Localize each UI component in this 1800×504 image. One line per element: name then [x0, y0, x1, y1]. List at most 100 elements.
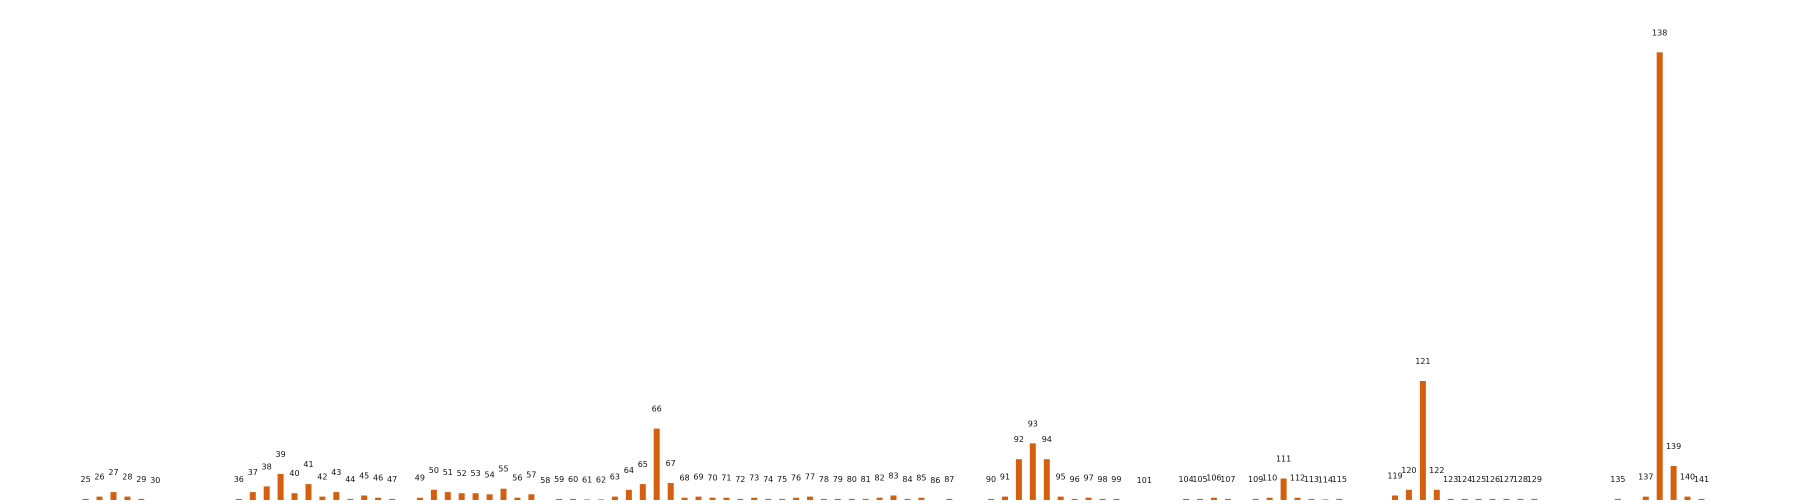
- bar-127: [1503, 498, 1510, 500]
- bar-label-129: 129: [1527, 475, 1542, 484]
- bar-label-138: 138: [1652, 28, 1667, 37]
- bar-119: [1392, 495, 1398, 500]
- bar-label-73: 73: [749, 474, 759, 483]
- bar-label-50: 50: [429, 466, 439, 475]
- bar-label-137: 137: [1638, 473, 1653, 482]
- bar-66: [653, 428, 660, 500]
- bar-54: [486, 494, 493, 500]
- bar-43: [333, 492, 340, 500]
- bar-label-77: 77: [805, 473, 815, 482]
- bar-75: [779, 498, 786, 500]
- bar-80: [848, 498, 855, 500]
- bar-85: [918, 497, 925, 500]
- bar-label-127: 127: [1499, 475, 1514, 484]
- bar-label-99: 99: [1111, 475, 1121, 484]
- bar-46: [375, 497, 382, 500]
- bar-110: [1266, 497, 1273, 500]
- bar-94: [1043, 459, 1050, 500]
- bar-92: [1015, 459, 1022, 500]
- bar-96: [1071, 498, 1078, 500]
- bar-109: [1252, 498, 1259, 500]
- bar-126: [1489, 498, 1496, 500]
- bar-68: [681, 497, 688, 500]
- bar-label-93: 93: [1028, 419, 1038, 428]
- bar-27: [110, 492, 117, 500]
- bar-47: [389, 498, 396, 500]
- bar-label-30: 30: [150, 476, 160, 485]
- bar-97: [1085, 497, 1092, 500]
- bar-label-63: 63: [610, 473, 620, 482]
- bar-label-55: 55: [498, 465, 508, 474]
- bar-label-65: 65: [638, 460, 648, 469]
- bar-95: [1057, 496, 1064, 500]
- bar-57: [528, 494, 535, 500]
- bar-label-121: 121: [1415, 357, 1430, 366]
- bar-79: [834, 498, 841, 500]
- bar-label-74: 74: [763, 475, 773, 484]
- bar-label-78: 78: [819, 475, 829, 484]
- bar-74: [765, 498, 772, 500]
- bar-53: [472, 493, 479, 500]
- bar-81: [862, 498, 869, 500]
- bar-40: [291, 493, 298, 500]
- bar-label-56: 56: [512, 474, 522, 483]
- bar-71: [723, 497, 730, 500]
- bar-49: [416, 497, 423, 500]
- bar-label-94: 94: [1042, 435, 1052, 444]
- bar-112: [1294, 497, 1301, 500]
- bar-label-27: 27: [108, 468, 118, 477]
- bar-label-90: 90: [986, 475, 996, 484]
- bar-label-62: 62: [596, 475, 606, 484]
- bar-label-51: 51: [443, 468, 453, 477]
- bar-113: [1308, 498, 1315, 500]
- bar-label-25: 25: [81, 475, 91, 484]
- bar-label-60: 60: [568, 475, 578, 484]
- bar-115: [1336, 498, 1343, 500]
- bar-39: [277, 473, 284, 500]
- bar-label-114: 114: [1318, 475, 1333, 484]
- bar-45: [361, 495, 368, 500]
- bar-label-85: 85: [916, 474, 926, 483]
- bar-label-76: 76: [791, 474, 801, 483]
- bar-label-123: 123: [1443, 475, 1458, 484]
- bar-70: [709, 497, 716, 500]
- bar-label-58: 58: [540, 476, 550, 485]
- bar-52: [458, 493, 465, 500]
- bar-25: [82, 498, 89, 500]
- bar-98: [1099, 498, 1106, 500]
- bar-29: [138, 498, 145, 500]
- bar-65: [639, 484, 646, 500]
- bar-label-105: 105: [1192, 475, 1207, 484]
- bar-120: [1405, 489, 1412, 500]
- bar-59: [556, 498, 563, 500]
- bar-label-52: 52: [457, 469, 467, 478]
- bar-label-141: 141: [1694, 475, 1709, 484]
- bar-label-113: 113: [1304, 475, 1319, 484]
- bar-label-53: 53: [471, 469, 481, 478]
- bar-111: [1280, 478, 1287, 500]
- bar-label-124: 124: [1457, 475, 1472, 484]
- bar-label-126: 126: [1485, 475, 1500, 484]
- bar-label-49: 49: [415, 474, 425, 483]
- bar-label-96: 96: [1070, 475, 1080, 484]
- bar-83: [890, 495, 897, 500]
- bar-label-71: 71: [721, 474, 731, 483]
- bar-label-109: 109: [1248, 475, 1263, 484]
- bar-label-57: 57: [526, 470, 536, 479]
- bar-label-95: 95: [1056, 473, 1066, 482]
- bar-label-66: 66: [652, 405, 662, 414]
- bar-label-111: 111: [1276, 455, 1291, 464]
- bar-label-139: 139: [1666, 442, 1681, 451]
- bar-63: [611, 496, 618, 500]
- bar-label-72: 72: [735, 475, 745, 484]
- bar-138: [1656, 52, 1663, 501]
- bar-104: [1183, 498, 1190, 500]
- bar-121: [1419, 381, 1426, 500]
- bar-label-45: 45: [359, 472, 369, 481]
- bar-93: [1029, 443, 1036, 500]
- bar-87: [946, 498, 953, 500]
- bar-50: [430, 489, 437, 500]
- bar-label-75: 75: [777, 475, 787, 484]
